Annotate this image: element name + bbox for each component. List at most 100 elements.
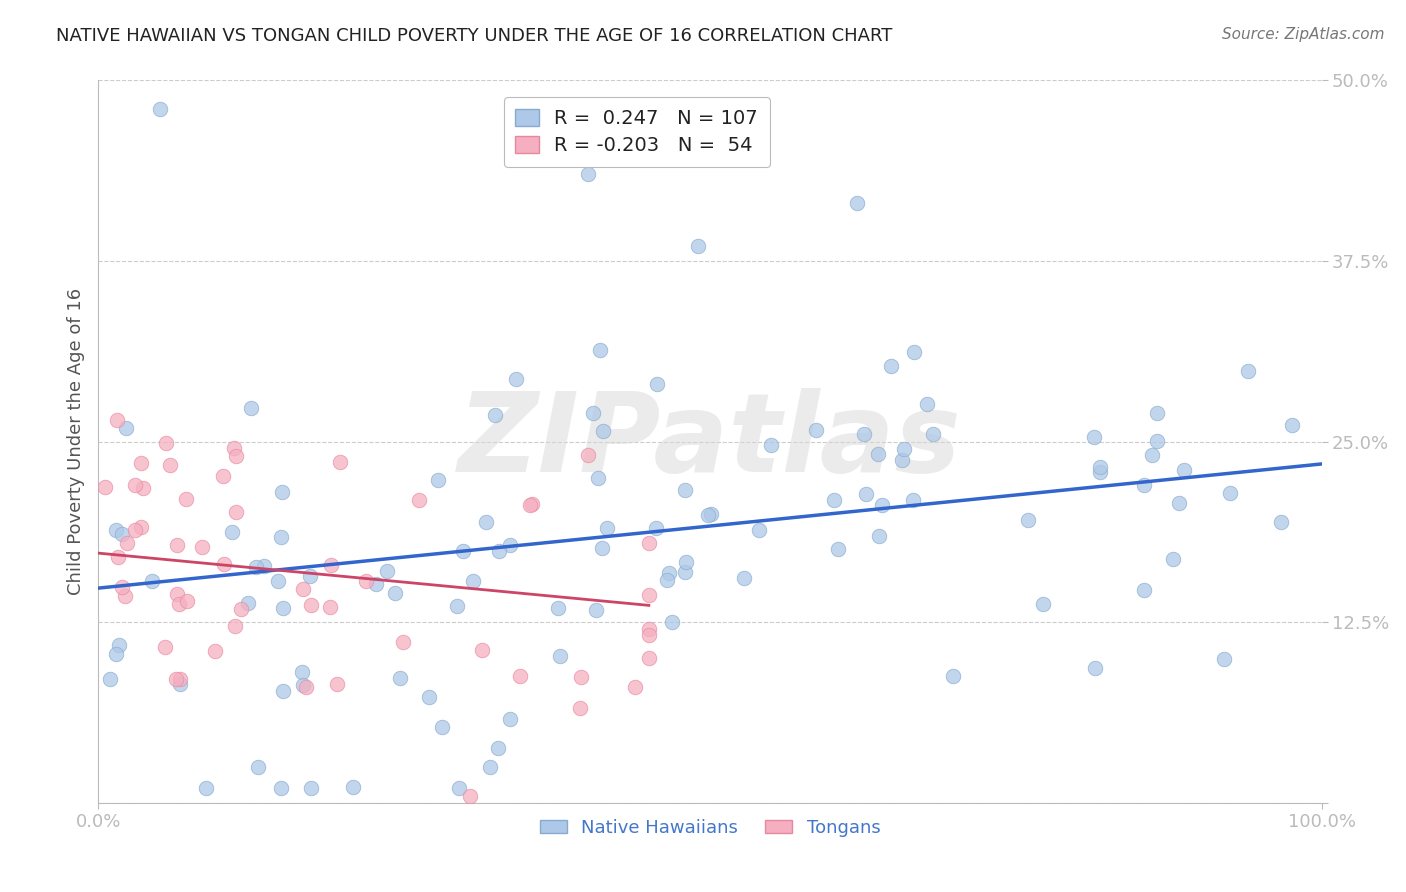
Point <box>384 585 406 599</box>
Legend: Native Hawaiians, Tongans: Native Hawaiians, Tongans <box>533 812 887 845</box>
Point <box>588 343 610 358</box>
Point <box>115 421 138 435</box>
Point <box>105 413 128 427</box>
Point <box>893 442 915 457</box>
Point <box>292 582 315 597</box>
Point <box>294 680 316 694</box>
Point <box>1163 551 1185 566</box>
Point <box>111 580 134 594</box>
Point <box>291 665 314 680</box>
Point <box>418 690 440 704</box>
Point <box>645 377 668 392</box>
Point <box>166 587 188 601</box>
Point <box>1146 406 1168 420</box>
Point <box>245 560 267 574</box>
Point <box>658 566 681 580</box>
Point <box>868 447 890 461</box>
Point <box>159 458 181 473</box>
Point <box>576 167 599 181</box>
Point <box>366 577 388 591</box>
Point <box>1088 460 1111 475</box>
Point <box>637 650 661 665</box>
Point <box>922 426 945 441</box>
Point <box>942 669 965 683</box>
Point <box>673 565 696 579</box>
Point <box>329 455 352 469</box>
Point <box>891 453 914 467</box>
Point <box>637 622 661 636</box>
Point <box>903 345 925 359</box>
Text: Source: ZipAtlas.com: Source: ZipAtlas.com <box>1222 27 1385 42</box>
Point <box>673 483 696 497</box>
Point <box>270 530 292 544</box>
Point <box>852 426 875 441</box>
Point <box>204 644 226 658</box>
Point <box>700 508 723 522</box>
Point <box>1083 430 1105 444</box>
Point <box>229 602 252 616</box>
Point <box>392 634 415 648</box>
Point <box>1173 463 1195 477</box>
Point <box>637 627 661 641</box>
Point <box>267 574 290 589</box>
Point <box>166 538 188 552</box>
Point <box>98 673 121 687</box>
Point <box>105 647 128 661</box>
Point <box>155 436 177 450</box>
Point <box>1237 364 1260 378</box>
Point <box>1017 513 1039 527</box>
Point <box>1088 465 1111 479</box>
Point <box>498 538 520 552</box>
Point <box>486 740 509 755</box>
Point <box>247 760 270 774</box>
Point <box>225 505 247 519</box>
Point <box>155 640 177 654</box>
Point <box>388 671 411 685</box>
Point <box>131 519 153 533</box>
Text: ZIPatlas: ZIPatlas <box>458 388 962 495</box>
Point <box>342 780 364 794</box>
Point <box>697 508 720 522</box>
Point <box>827 542 849 557</box>
Point <box>430 720 453 734</box>
Point <box>1083 661 1105 675</box>
Point <box>107 549 129 564</box>
Point <box>221 524 243 539</box>
Point <box>569 701 592 715</box>
Point <box>111 526 134 541</box>
Point <box>576 448 599 462</box>
Point <box>880 359 903 374</box>
Point <box>377 564 399 578</box>
Point <box>1133 583 1156 598</box>
Point <box>149 102 172 116</box>
Point <box>117 535 139 549</box>
Point <box>471 643 494 657</box>
Point <box>505 372 527 386</box>
Point <box>114 589 136 603</box>
Point <box>484 408 506 422</box>
Point <box>169 672 191 686</box>
Point <box>174 491 197 506</box>
Point <box>1146 434 1168 448</box>
Point <box>132 481 155 495</box>
Point <box>194 781 217 796</box>
Point <box>1167 495 1189 509</box>
Point <box>240 401 263 416</box>
Point <box>845 196 868 211</box>
Point <box>806 423 828 437</box>
Point <box>1140 448 1163 462</box>
Point <box>488 544 510 558</box>
Point <box>271 485 294 500</box>
Point <box>582 406 605 420</box>
Point <box>299 781 322 796</box>
Point <box>141 574 163 588</box>
Point <box>447 781 470 796</box>
Point <box>478 760 501 774</box>
Point <box>222 441 245 455</box>
Point <box>446 599 468 614</box>
Point <box>1213 652 1236 666</box>
Point <box>105 523 128 537</box>
Point <box>901 493 924 508</box>
Point <box>292 678 315 692</box>
Point <box>748 523 770 537</box>
